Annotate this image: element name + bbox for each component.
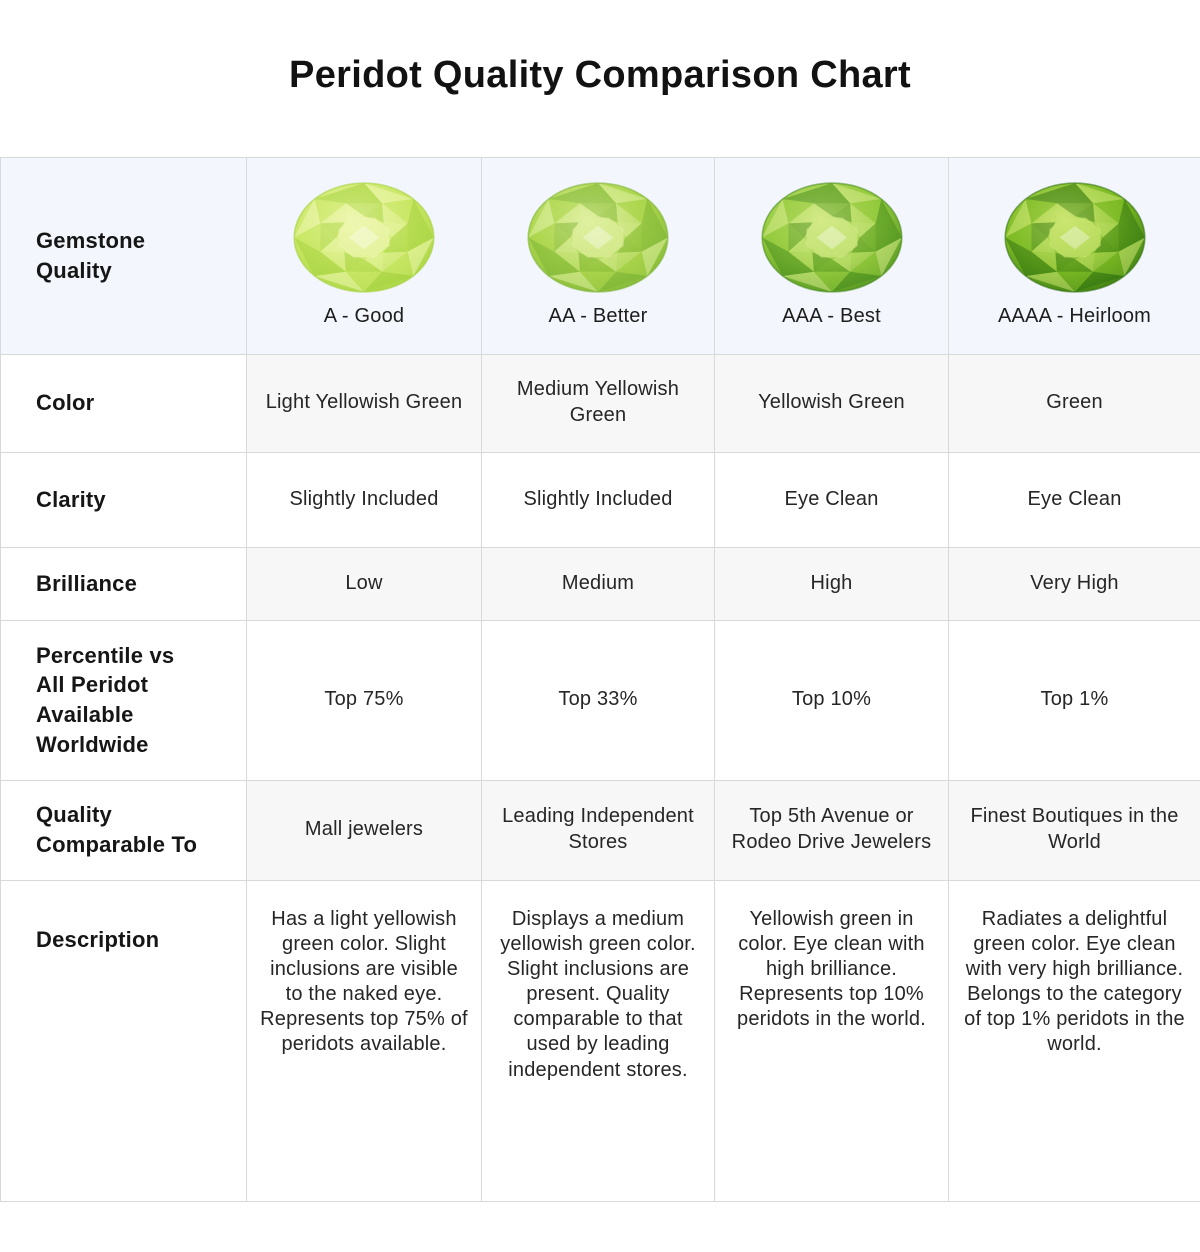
grade-label: AAAA - Heirloom [997, 304, 1152, 327]
cell-brilliance-aaaa: Very High [949, 547, 1200, 621]
cell-comparable-aaa: Top 5th Avenue or Rodeo Drive Jewelers [715, 780, 949, 881]
cell-color-aa: Medium Yellowish Green [482, 354, 715, 453]
cell-brilliance-aa: Medium [482, 547, 715, 621]
row-label-color: Color [1, 354, 247, 453]
row-label-clarity: Clarity [1, 452, 247, 548]
row-label-description: Description [1, 880, 247, 1202]
cell-percentile-a: Top 75% [247, 620, 482, 781]
cell-color-a: Light Yellowish Green [247, 354, 482, 453]
column-header-aaaa-heirloom: AAAA - Heirloom [949, 157, 1200, 355]
cell-percentile-aaaa: Top 1% [949, 620, 1200, 781]
row-label-percentile: Percentile vs All Peridot Available Worl… [1, 620, 247, 781]
cell-description-a: Has a light yellowish green color. Sligh… [247, 880, 482, 1202]
column-header-a-good: A - Good [247, 157, 482, 355]
grade-label: AA - Better [548, 304, 648, 327]
cell-clarity-aa: Slightly Included [482, 452, 715, 548]
cell-color-aaa: Yellowish Green [715, 354, 949, 453]
cell-clarity-aaaa: Eye Clean [949, 452, 1200, 548]
cell-brilliance-a: Low [247, 547, 482, 621]
cell-description-aaa: Yellowish green in color. Eye clean with… [715, 880, 949, 1202]
corner-header-gemstone-quality: Gemstone Quality [1, 157, 247, 355]
cell-description-aaaa: Radiates a delightful green color. Eye c… [949, 880, 1200, 1202]
cell-percentile-aa: Top 33% [482, 620, 715, 781]
cell-description-aa: Displays a medium yellowish green color.… [482, 880, 715, 1202]
column-header-aa-better: AA - Better [482, 157, 715, 355]
row-label-brilliance: Brilliance [1, 547, 247, 621]
cell-clarity-a: Slightly Included [247, 452, 482, 548]
cell-clarity-aaa: Eye Clean [715, 452, 949, 548]
peridot-gem-image [525, 180, 671, 295]
corner-header-label: Gemstone Quality [36, 227, 146, 283]
grade-label: AAA - Best [782, 304, 881, 327]
row-label-quality-comparable-to: Quality Comparable To [1, 780, 247, 881]
peridot-gem-image [1002, 180, 1148, 295]
page-title: Peridot Quality Comparison Chart [289, 54, 911, 96]
cell-color-aaaa: Green [949, 354, 1200, 453]
comparison-table: Gemstone Quality A - Good AA - Better AA… [0, 156, 1200, 1202]
column-header-aaa-best: AAA - Best [715, 157, 949, 355]
cell-percentile-aaa: Top 10% [715, 620, 949, 781]
grade-label: A - Good [323, 304, 405, 327]
cell-comparable-aa: Leading Independent Stores [482, 780, 715, 881]
peridot-gem-image [759, 180, 905, 295]
peridot-gem-image [291, 180, 437, 295]
cell-comparable-aaaa: Finest Boutiques in the World [949, 780, 1200, 881]
cell-brilliance-aaa: High [715, 547, 949, 621]
cell-comparable-a: Mall jewelers [247, 780, 482, 881]
